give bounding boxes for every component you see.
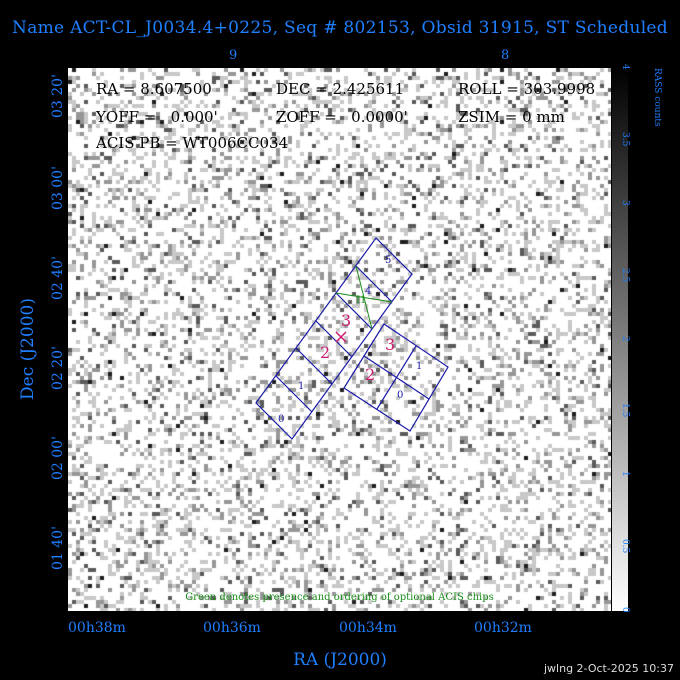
dec-tick-label: 01 40' [50, 526, 66, 570]
s-chip-label: 4 [365, 286, 371, 297]
colorbar-tick-label: 2.5 [620, 267, 630, 282]
figure-title: Name ACT-CL_J0034.4+0225, Seq # 802153, … [12, 18, 668, 38]
ra-tick-label: 00h32m [474, 620, 532, 636]
colorbar-tick-label: 3.5 [620, 131, 630, 147]
info-dec: DEC = 2.425611 [276, 80, 405, 98]
chip-divider [335, 292, 373, 330]
acis-s-array [255, 237, 413, 440]
aim-chip-label: 3 [385, 335, 395, 354]
y-axis-label: Dec (J2000) [18, 298, 38, 400]
dec-tick-label: 02 20' [50, 346, 66, 390]
acis-i-array [343, 323, 449, 432]
s-chip-label: 5 [385, 255, 391, 266]
footnote: Green denotes presence and ordering of o… [185, 592, 494, 603]
s-chip-label: 1 [298, 381, 304, 392]
info-acis-pb: ACIS PB = WT006CC034 [96, 134, 289, 152]
colorbar-tick-label: 1 [620, 471, 630, 477]
s-chip-label: 0 [278, 414, 284, 425]
chip-divider [295, 347, 333, 385]
aim-chip-label: 2 [320, 343, 330, 362]
x-axis-label: RA (J2000) [293, 650, 387, 670]
info-zsim: ZSIM = 0 mm [458, 108, 565, 126]
i-chip-label: 0 [397, 390, 403, 401]
optional-chip-label: I1 [356, 295, 366, 306]
info-ra: RA = 8.607500 [96, 80, 212, 98]
chip-divider [315, 320, 353, 358]
colorbar-tick-label: 4 [620, 64, 630, 70]
info-yoff: YOFF = 0.000' [96, 108, 218, 126]
colorbar-tick-label: 1.5 [620, 403, 630, 418]
colorbar-tick-label: 0 [620, 607, 630, 613]
acis-overlay: 0 1 4 5 0 1 I1 2 3 2 3 [255, 237, 449, 440]
top-tick: 9 [229, 48, 238, 63]
i-chip-label: 1 [416, 361, 422, 372]
chip-divider [355, 265, 393, 303]
timestamp: jwlng 2-Oct-2025 10:37 [543, 662, 674, 675]
sky-image: 0 1 4 5 0 1 I1 2 3 2 3 RA = 8.607500 DEC… [68, 68, 611, 611]
colorbar [612, 68, 628, 611]
colorbar-tick-label: 0.5 [620, 539, 630, 554]
aim-chip-label: 2 [365, 365, 375, 384]
dec-tick-label: 02 00' [50, 436, 66, 480]
ra-tick-label: 00h34m [339, 620, 397, 636]
dec-tick-label: 02 40' [50, 256, 66, 300]
top-tick: 8 [501, 48, 510, 63]
info-zoff: ZOFF = 0.0000' [276, 108, 408, 126]
ra-tick-label: 00h38m [68, 620, 126, 636]
chip-divider [275, 375, 313, 413]
dec-tick-label: 03 20' [50, 74, 66, 118]
acis-i-outline [343, 323, 449, 432]
aim-chip-label: 3 [341, 311, 351, 330]
ra-tick-label: 00h36m [203, 620, 261, 636]
aimpoint-marker [335, 331, 347, 343]
colorbar-tick-label: 2 [620, 335, 630, 342]
dec-tick-label: 03 00' [50, 166, 66, 210]
chip-divider [363, 355, 430, 400]
optional-chip-marker [335, 265, 393, 330]
colorbar-tick-label: 3 [620, 199, 630, 206]
info-roll: ROLL = 303.9998 [458, 80, 596, 98]
colorbar-label: RASS counts [652, 68, 662, 127]
